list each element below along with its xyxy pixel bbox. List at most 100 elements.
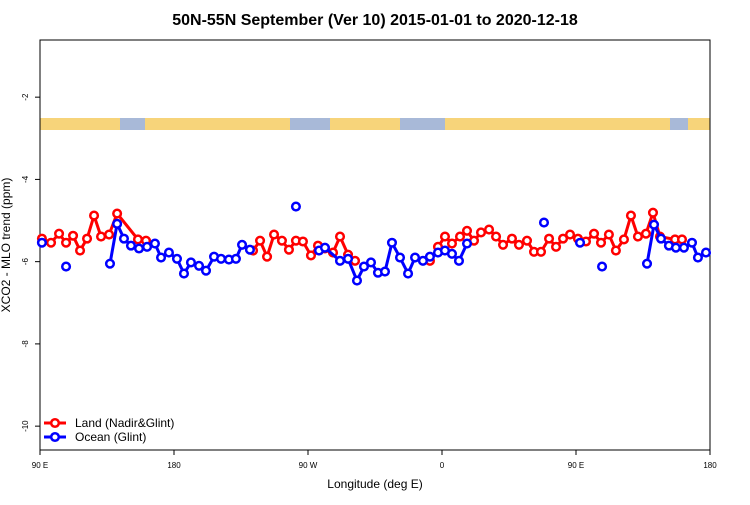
point bbox=[394, 252, 406, 263]
x-tick-label: 180 bbox=[703, 461, 717, 470]
point bbox=[454, 231, 466, 242]
point bbox=[112, 208, 123, 219]
point bbox=[497, 239, 509, 250]
point bbox=[230, 253, 241, 264]
point bbox=[538, 217, 550, 228]
point bbox=[544, 233, 555, 244]
point bbox=[36, 237, 47, 248]
point bbox=[351, 275, 363, 286]
x-tick-label: 180 bbox=[167, 461, 181, 470]
point bbox=[424, 251, 435, 262]
point bbox=[244, 244, 255, 255]
point bbox=[610, 245, 621, 256]
point bbox=[171, 253, 183, 264]
point bbox=[45, 237, 57, 248]
legend-marker bbox=[49, 417, 61, 429]
point bbox=[75, 245, 86, 256]
legend-label: Ocean (Glint) bbox=[75, 430, 146, 444]
point bbox=[54, 228, 65, 239]
point bbox=[262, 251, 273, 262]
point bbox=[104, 258, 116, 269]
point bbox=[193, 260, 205, 271]
point bbox=[513, 239, 525, 250]
x-tick-label: 0 bbox=[440, 461, 445, 470]
point bbox=[149, 238, 160, 249]
point bbox=[453, 255, 465, 266]
point bbox=[334, 231, 346, 242]
point bbox=[439, 231, 451, 242]
legend-marker bbox=[49, 431, 61, 443]
point bbox=[343, 253, 354, 264]
point bbox=[648, 219, 660, 230]
point bbox=[603, 229, 614, 240]
point bbox=[588, 228, 600, 239]
point bbox=[379, 266, 391, 277]
point bbox=[676, 234, 688, 245]
point bbox=[483, 224, 495, 235]
point bbox=[550, 241, 562, 252]
point bbox=[319, 242, 331, 253]
point bbox=[678, 242, 689, 253]
point bbox=[641, 258, 653, 269]
point bbox=[178, 268, 190, 279]
point bbox=[68, 230, 79, 241]
point bbox=[142, 241, 153, 252]
point bbox=[88, 210, 100, 221]
point bbox=[305, 250, 317, 261]
y-axis-label: XCO2 - MLO trend (ppm) bbox=[0, 178, 13, 313]
point bbox=[276, 235, 287, 246]
y-tick-label: -2 bbox=[21, 93, 30, 101]
point bbox=[618, 234, 629, 245]
point bbox=[535, 246, 547, 257]
point bbox=[655, 233, 667, 244]
point bbox=[417, 255, 428, 266]
point bbox=[104, 229, 115, 240]
point bbox=[200, 265, 212, 276]
point bbox=[506, 233, 518, 244]
point bbox=[557, 233, 569, 244]
point bbox=[475, 227, 487, 238]
point bbox=[632, 231, 643, 242]
point bbox=[670, 242, 681, 253]
point bbox=[269, 229, 280, 240]
point bbox=[95, 231, 107, 242]
point bbox=[446, 238, 458, 249]
point bbox=[403, 268, 414, 279]
point bbox=[386, 237, 398, 248]
point bbox=[564, 229, 576, 240]
point bbox=[61, 237, 72, 248]
point bbox=[521, 235, 533, 246]
point bbox=[81, 233, 93, 244]
point bbox=[446, 248, 458, 259]
point bbox=[283, 244, 294, 255]
x-axis-label: Longitude (deg E) bbox=[327, 477, 422, 491]
legend-label: Land (Nadir&Glint) bbox=[75, 416, 174, 430]
point bbox=[215, 253, 227, 264]
point bbox=[155, 252, 167, 263]
point bbox=[112, 218, 123, 229]
chart-title: 50N-55N September (Ver 10) 2015-01-01 to… bbox=[172, 12, 578, 29]
point bbox=[365, 257, 377, 268]
point bbox=[461, 238, 473, 249]
point bbox=[358, 261, 370, 272]
point bbox=[236, 239, 248, 250]
point bbox=[185, 257, 197, 268]
y-tick-label: -4 bbox=[21, 175, 30, 183]
point bbox=[133, 243, 145, 254]
point bbox=[132, 234, 144, 245]
y-tick-label: -10 bbox=[21, 420, 30, 432]
x-tick-label: 90 E bbox=[568, 461, 584, 470]
point bbox=[490, 231, 502, 242]
point bbox=[255, 235, 266, 246]
y-tick-label: -8 bbox=[21, 340, 30, 348]
point bbox=[163, 247, 174, 258]
point bbox=[61, 261, 72, 272]
point bbox=[461, 225, 473, 236]
point bbox=[625, 210, 636, 221]
point bbox=[686, 237, 698, 248]
point bbox=[640, 228, 652, 239]
point bbox=[410, 252, 421, 263]
point bbox=[597, 261, 608, 272]
point bbox=[334, 255, 346, 266]
